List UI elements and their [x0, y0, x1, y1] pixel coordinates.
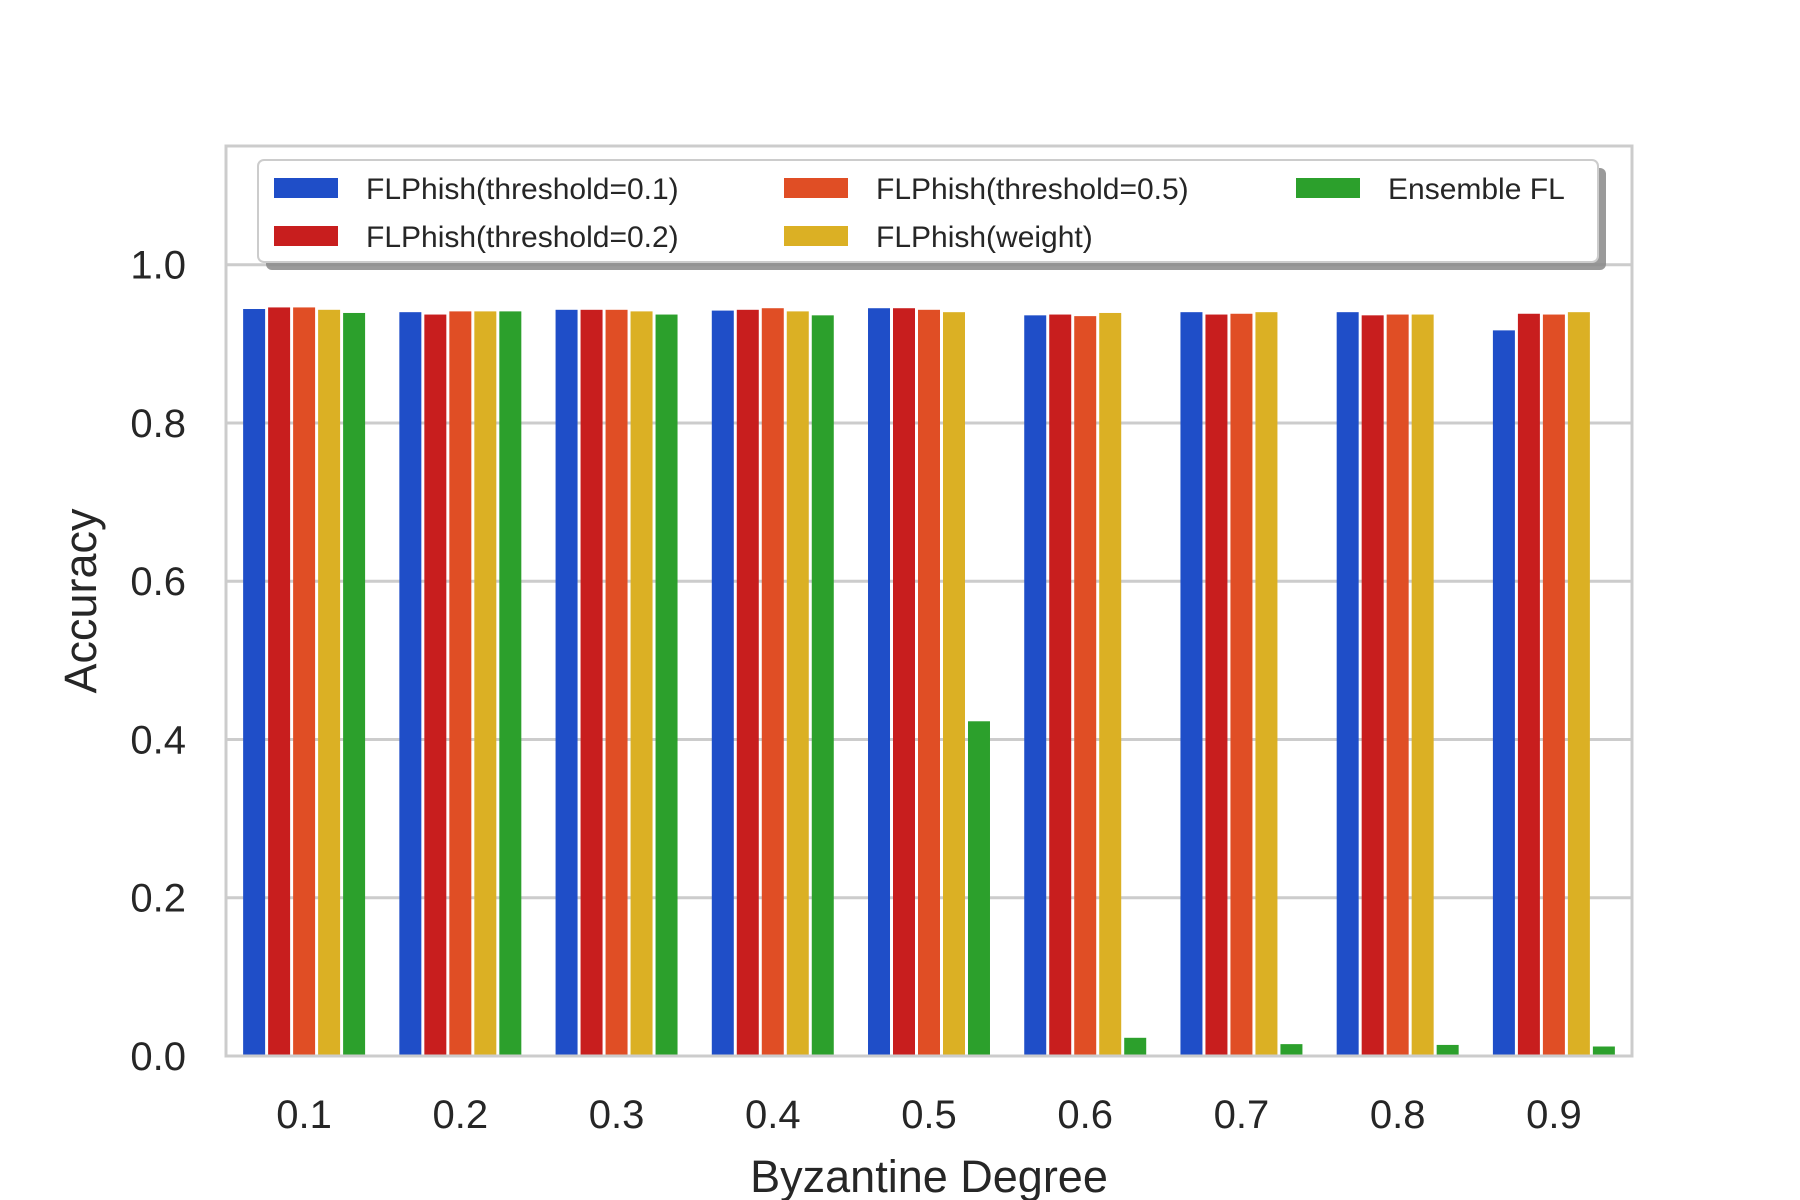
bar — [736, 309, 759, 1056]
bar — [918, 309, 940, 1056]
bar — [1567, 312, 1590, 1056]
legend-swatch — [274, 178, 338, 198]
legend-box — [257, 159, 1599, 263]
legend-label: FLPhish(weight) — [876, 221, 1093, 254]
y-axis-label: Accuracy — [55, 508, 106, 694]
x-axis-label: Byzantine Degree — [750, 1151, 1108, 1200]
y-tick-label: 0.4 — [130, 718, 186, 762]
legend-label: FLPhish(threshold=0.5) — [876, 173, 1189, 206]
x-tick-label: 0.4 — [745, 1093, 801, 1137]
bar — [424, 314, 447, 1056]
x-tick-label: 0.5 — [901, 1093, 957, 1137]
y-tick-label: 0.8 — [130, 402, 186, 446]
y-tick-label: 1.0 — [130, 244, 186, 288]
bar — [1436, 1044, 1459, 1056]
bar — [630, 311, 653, 1057]
y-tick-label: 0.6 — [130, 560, 186, 604]
x-tick-label: 0.9 — [1526, 1093, 1582, 1137]
bar — [655, 314, 678, 1056]
bar — [1280, 1044, 1303, 1056]
bar — [1361, 315, 1384, 1057]
plot-frame — [224, 144, 1634, 1058]
bar — [1205, 314, 1228, 1056]
bar — [1492, 330, 1515, 1056]
bar — [243, 309, 266, 1057]
bar — [605, 309, 628, 1056]
bar — [811, 315, 834, 1057]
x-tick-label: 0.1 — [276, 1093, 332, 1137]
bar — [1074, 316, 1097, 1056]
bar — [1255, 312, 1278, 1056]
legend-swatch — [784, 178, 848, 198]
bar — [893, 308, 916, 1056]
bar — [1230, 313, 1253, 1056]
bar — [1124, 1037, 1147, 1056]
bar — [555, 309, 578, 1056]
bar — [1542, 314, 1565, 1056]
legend-label: FLPhish(threshold=0.1) — [366, 173, 679, 206]
y-tick-label: 0.0 — [130, 1035, 186, 1079]
bar — [868, 308, 891, 1056]
bar — [318, 309, 341, 1056]
bar — [711, 310, 734, 1056]
bar — [474, 311, 497, 1057]
bar — [399, 312, 422, 1056]
bar — [499, 311, 522, 1057]
bar — [293, 307, 316, 1056]
x-tick-labels: 0.1 0.2 0.3 0.4 0.5 0.6 0.7 0.8 0.9 — [276, 1093, 1581, 1137]
x-tick-label: 0.6 — [1057, 1093, 1113, 1137]
bar — [967, 721, 990, 1056]
bars — [243, 307, 1615, 1057]
legend-label: Ensemble FL — [1388, 173, 1565, 206]
bar — [1180, 312, 1203, 1056]
x-tick-label: 0.8 — [1370, 1093, 1426, 1137]
bar — [343, 312, 366, 1056]
bar — [1049, 314, 1072, 1056]
bar — [1592, 1046, 1615, 1056]
y-tick-label: 0.2 — [130, 877, 186, 921]
bar — [449, 311, 472, 1057]
bar — [1386, 314, 1409, 1056]
legend-swatch — [274, 226, 338, 246]
legend: FLPhish(threshold=0.1) FLPhish(threshold=… — [257, 159, 1606, 270]
bar — [1411, 314, 1434, 1056]
bar — [1336, 312, 1359, 1056]
bar — [1099, 312, 1122, 1056]
legend-swatch — [1296, 178, 1360, 198]
bar — [761, 308, 784, 1056]
bar — [1024, 315, 1047, 1057]
x-tick-label: 0.2 — [433, 1093, 489, 1137]
x-tick-label: 0.7 — [1214, 1093, 1270, 1137]
x-tick-label: 0.3 — [589, 1093, 645, 1137]
bar — [268, 307, 291, 1056]
legend-label: FLPhish(threshold=0.2) — [366, 221, 679, 254]
legend-swatch — [784, 226, 848, 246]
bar — [942, 312, 965, 1056]
bar — [580, 309, 603, 1056]
y-tick-labels: 0.0 0.2 0.4 0.6 0.8 1.0 — [130, 244, 186, 1079]
bar — [786, 311, 809, 1057]
bar — [1517, 313, 1540, 1056]
